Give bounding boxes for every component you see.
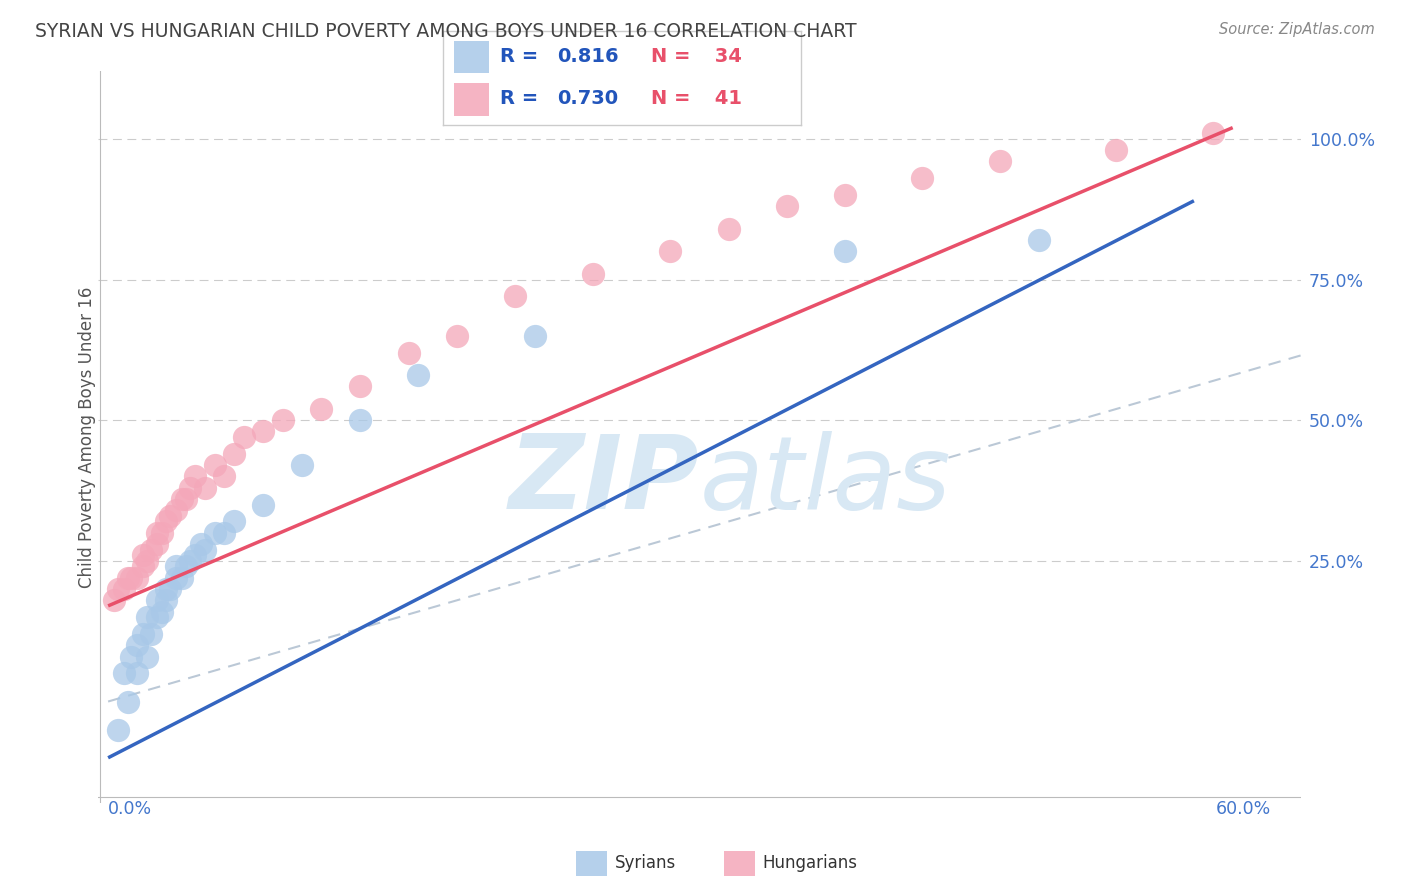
Point <box>155 593 177 607</box>
Point <box>659 244 682 259</box>
Point <box>159 582 181 596</box>
Point <box>152 605 174 619</box>
Point <box>174 491 197 506</box>
Point <box>135 554 157 568</box>
Point <box>214 525 236 540</box>
Point <box>988 154 1011 169</box>
Point <box>503 289 526 303</box>
Point <box>127 666 149 681</box>
Point <box>127 638 149 652</box>
Bar <box>454 83 489 116</box>
Point <box>204 525 226 540</box>
Point <box>349 413 371 427</box>
Text: 34: 34 <box>709 47 742 66</box>
Point <box>145 610 167 624</box>
Point <box>190 537 212 551</box>
Text: ZIP: ZIP <box>509 431 700 532</box>
Bar <box>454 40 489 73</box>
Point <box>117 694 139 708</box>
Point <box>152 525 174 540</box>
Point <box>179 481 201 495</box>
Text: 41: 41 <box>709 89 742 108</box>
Text: Hungarians: Hungarians <box>762 855 858 872</box>
Point <box>184 469 207 483</box>
Point <box>194 542 217 557</box>
Text: atlas: atlas <box>700 431 950 531</box>
Point <box>834 188 856 202</box>
Point <box>132 548 155 562</box>
Point <box>194 481 217 495</box>
Point <box>271 413 294 427</box>
Text: N =: N = <box>651 89 697 108</box>
Point <box>139 542 162 557</box>
Point <box>103 593 125 607</box>
Point <box>165 559 187 574</box>
Point <box>107 582 129 596</box>
Point <box>155 515 177 529</box>
Point <box>145 537 167 551</box>
Text: 60.0%: 60.0% <box>1216 800 1271 818</box>
Point <box>132 627 155 641</box>
Point <box>107 723 129 737</box>
Point <box>349 379 371 393</box>
Point <box>252 498 274 512</box>
Point <box>117 571 139 585</box>
Point <box>165 571 187 585</box>
Point <box>145 525 167 540</box>
Point <box>135 649 157 664</box>
Point <box>204 458 226 473</box>
Point <box>224 447 246 461</box>
Point <box>834 244 856 259</box>
Point <box>155 582 177 596</box>
Point <box>1105 143 1128 157</box>
Text: 0.816: 0.816 <box>558 47 619 66</box>
Point <box>1028 233 1050 247</box>
Point <box>911 171 934 186</box>
Point <box>132 559 155 574</box>
Text: R =: R = <box>501 47 546 66</box>
Point <box>170 571 193 585</box>
Point <box>179 554 201 568</box>
Point <box>717 222 740 236</box>
Point <box>145 593 167 607</box>
Point <box>120 649 142 664</box>
Point <box>398 345 420 359</box>
Text: SYRIAN VS HUNGARIAN CHILD POVERTY AMONG BOYS UNDER 16 CORRELATION CHART: SYRIAN VS HUNGARIAN CHILD POVERTY AMONG … <box>35 22 856 41</box>
Point <box>252 425 274 439</box>
Point <box>214 469 236 483</box>
Point <box>184 548 207 562</box>
Point <box>311 401 333 416</box>
Point <box>523 328 546 343</box>
Point <box>120 571 142 585</box>
Point <box>224 515 246 529</box>
Point <box>170 491 193 506</box>
Point <box>232 430 254 444</box>
Point <box>127 571 149 585</box>
Text: N =: N = <box>651 47 697 66</box>
Text: 0.730: 0.730 <box>558 89 619 108</box>
Text: 0.0%: 0.0% <box>108 800 152 818</box>
Point <box>291 458 314 473</box>
Text: Source: ZipAtlas.com: Source: ZipAtlas.com <box>1219 22 1375 37</box>
Point <box>446 328 468 343</box>
Point <box>1202 126 1225 140</box>
Text: Syrians: Syrians <box>614 855 676 872</box>
Y-axis label: Child Poverty Among Boys Under 16: Child Poverty Among Boys Under 16 <box>79 286 96 588</box>
Point <box>582 267 605 281</box>
Point <box>112 582 135 596</box>
Point <box>135 610 157 624</box>
Text: R =: R = <box>501 89 546 108</box>
Point <box>139 627 162 641</box>
Point <box>174 559 197 574</box>
Point <box>165 503 187 517</box>
Point <box>408 368 430 383</box>
Point <box>112 666 135 681</box>
Point <box>159 508 181 523</box>
Point <box>776 199 799 213</box>
